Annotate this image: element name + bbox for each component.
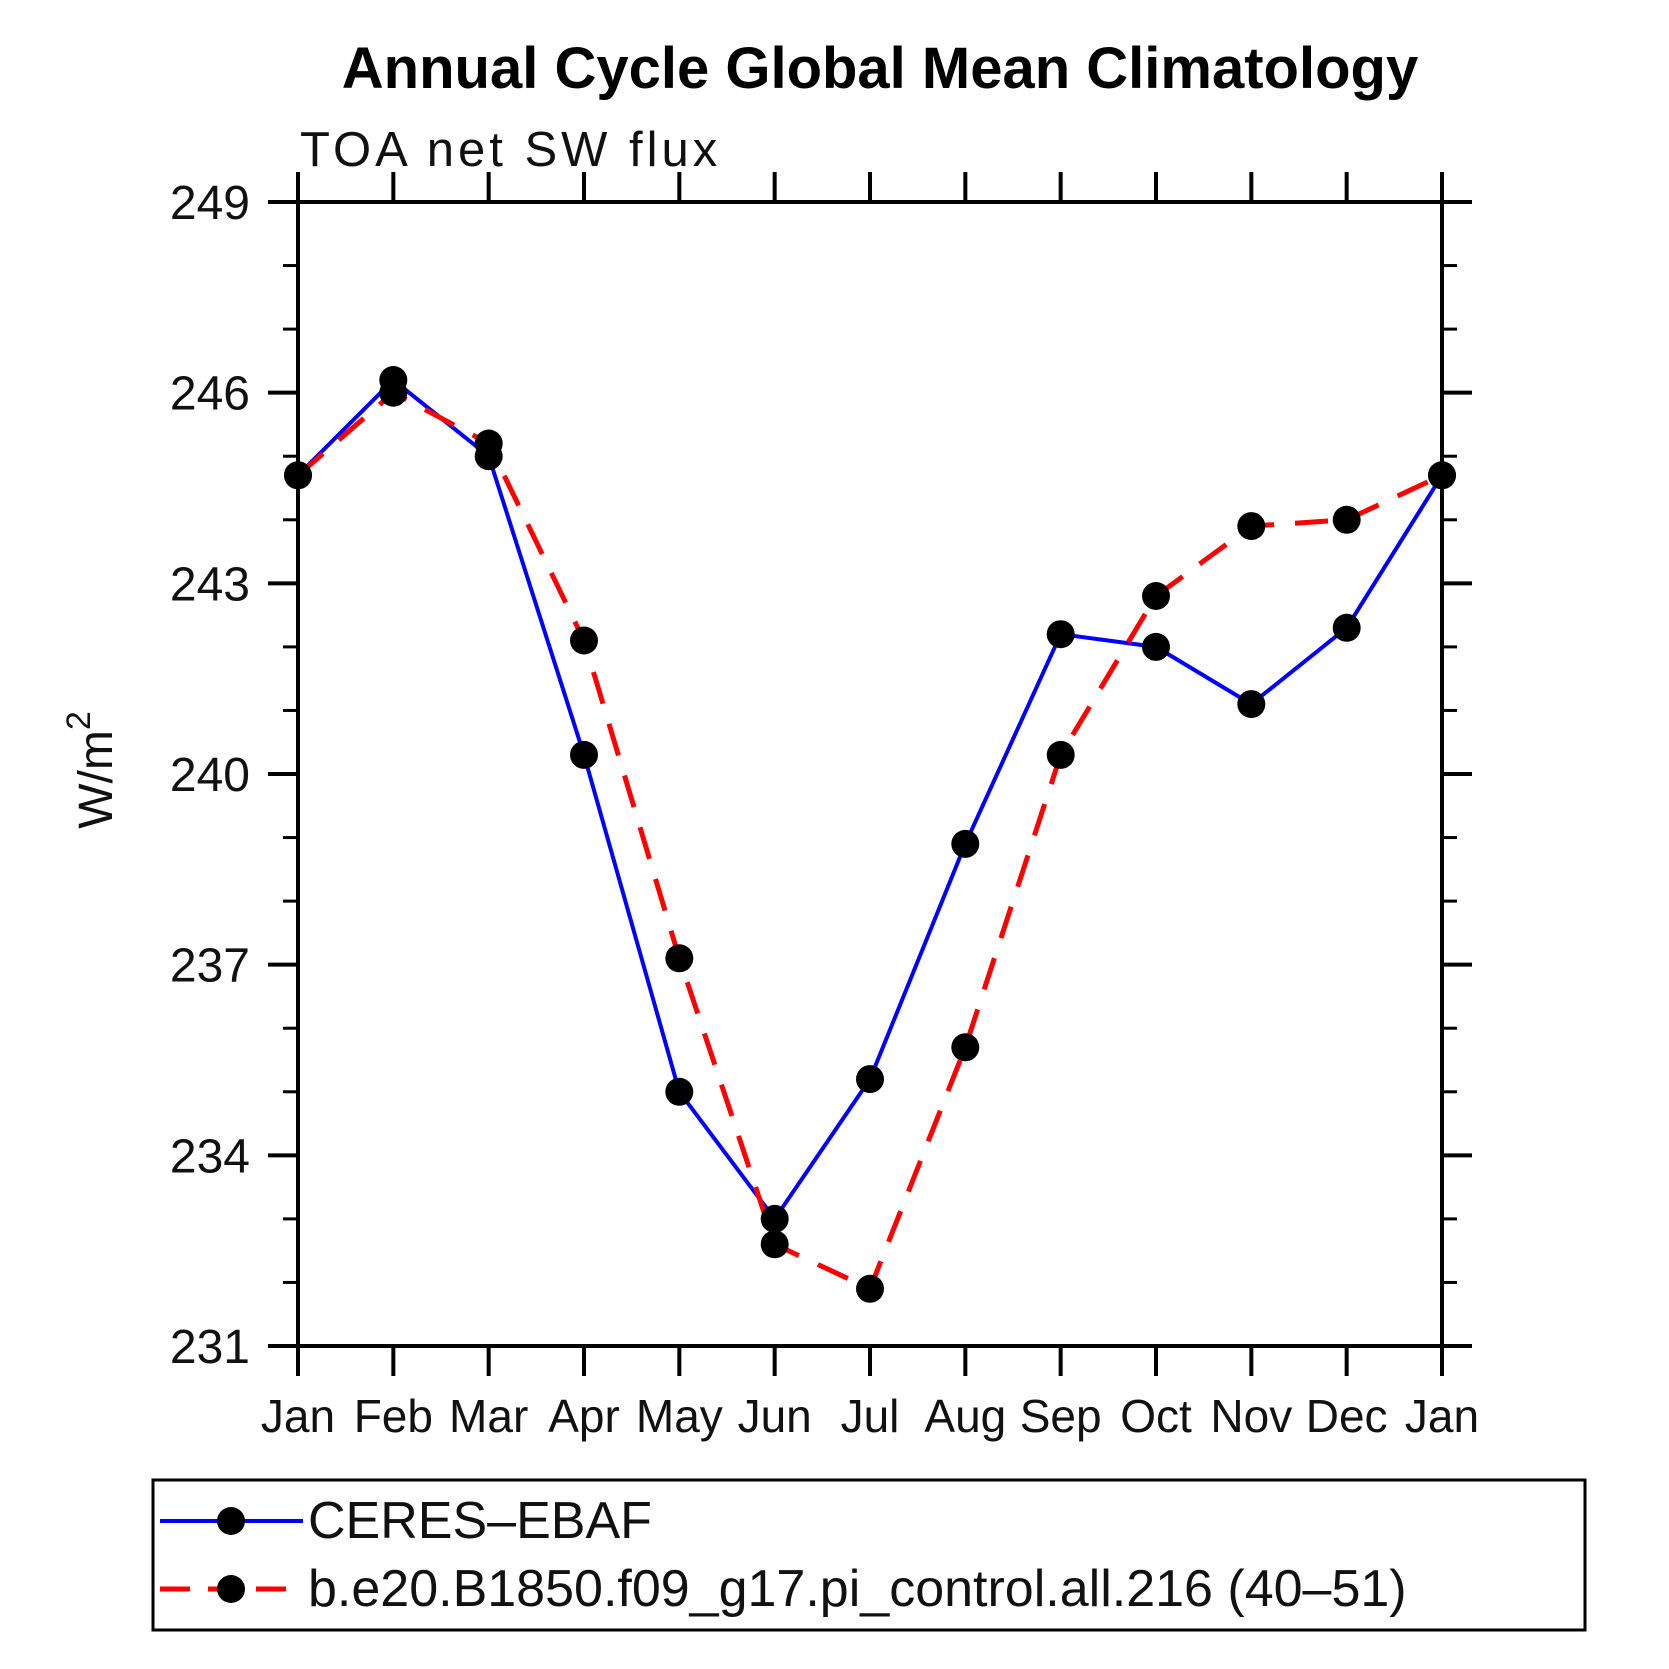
y-axis-label: W/m2	[60, 711, 123, 829]
x-tick-label: Mar	[449, 1390, 528, 1442]
data-point-marker	[951, 1033, 980, 1062]
y-tick-label: 240	[170, 749, 250, 802]
y-tick-label: 246	[170, 368, 250, 421]
x-tick-label: May	[636, 1390, 723, 1442]
data-point-marker	[760, 1230, 789, 1259]
x-tick-label: Jan	[261, 1390, 335, 1442]
y-axis-label-base: W/m	[70, 730, 123, 829]
legend-marker-dot	[217, 1507, 245, 1535]
data-point-marker	[1142, 632, 1170, 661]
legend-marker-dot	[217, 1575, 245, 1603]
y-axis-label-exponent: 2	[60, 711, 98, 730]
data-point-marker	[1046, 620, 1075, 649]
y-tick-label: 243	[170, 558, 250, 611]
legend-item-model-run: b.e20.B1850.f09_g17.pi_control.all.216 (…	[160, 1560, 1407, 1618]
y-tick-label: 237	[170, 940, 250, 993]
axis-subtitle: TOA net SW flux	[300, 123, 721, 177]
legend: CERES–EBAF b.e20.B1850.f09_g17.pi_contro…	[151, 1478, 1587, 1632]
x-tick-label: Aug	[924, 1390, 1006, 1442]
data-point-marker	[284, 461, 312, 490]
data-point-marker	[570, 626, 598, 655]
data-point-marker	[379, 378, 408, 407]
legend-box	[151, 1478, 1587, 1632]
data-point-marker	[474, 429, 503, 458]
data-point-marker	[856, 1065, 884, 1094]
data-point-marker	[1237, 512, 1266, 541]
data-point-marker	[665, 944, 694, 973]
x-tick-label: Oct	[1120, 1390, 1192, 1442]
data-point-marker	[856, 1274, 884, 1303]
legend-label-model-run: b.e20.B1850.f09_g17.pi_control.all.216 (…	[308, 1560, 1407, 1618]
x-tick-label: Jun	[738, 1390, 812, 1442]
data-point-marker	[1142, 582, 1170, 610]
data-point-marker	[760, 1204, 789, 1233]
x-tick-label: Jan	[1405, 1390, 1479, 1442]
data-point-marker	[1237, 690, 1266, 719]
x-tick-label: Jul	[841, 1390, 900, 1442]
plot-area: Jan Feb Mar Apr May Jun Jul Aug Sep Oct Nov Dec Jan2…	[170, 172, 1479, 1442]
x-tick-label: Nov	[1210, 1390, 1292, 1442]
x-tick-label: Sep	[1020, 1390, 1102, 1442]
x-tick-label: Apr	[548, 1390, 620, 1442]
data-point-marker	[951, 829, 980, 858]
data-point-marker	[1332, 505, 1361, 534]
data-point-marker	[1046, 740, 1075, 769]
y-tick-label: 231	[170, 1321, 250, 1374]
data-point-marker	[570, 740, 598, 769]
x-tick-label: Feb	[354, 1390, 433, 1442]
series-line-model-run	[296, 390, 1444, 1292]
data-point-marker	[665, 1077, 694, 1106]
legend-item-ceres-ebaf: CERES–EBAF	[160, 1492, 652, 1550]
y-tick-label: 249	[170, 177, 250, 230]
data-point-marker	[1332, 613, 1361, 642]
chart-title: Annual Cycle Global Mean Climatology	[342, 36, 1418, 101]
plot-frame	[296, 200, 1444, 1348]
legend-label-ceres-ebaf: CERES–EBAF	[308, 1492, 652, 1550]
y-tick-label: 234	[170, 1130, 250, 1183]
data-point-marker	[1428, 461, 1456, 490]
x-tick-label: Dec	[1306, 1390, 1388, 1442]
